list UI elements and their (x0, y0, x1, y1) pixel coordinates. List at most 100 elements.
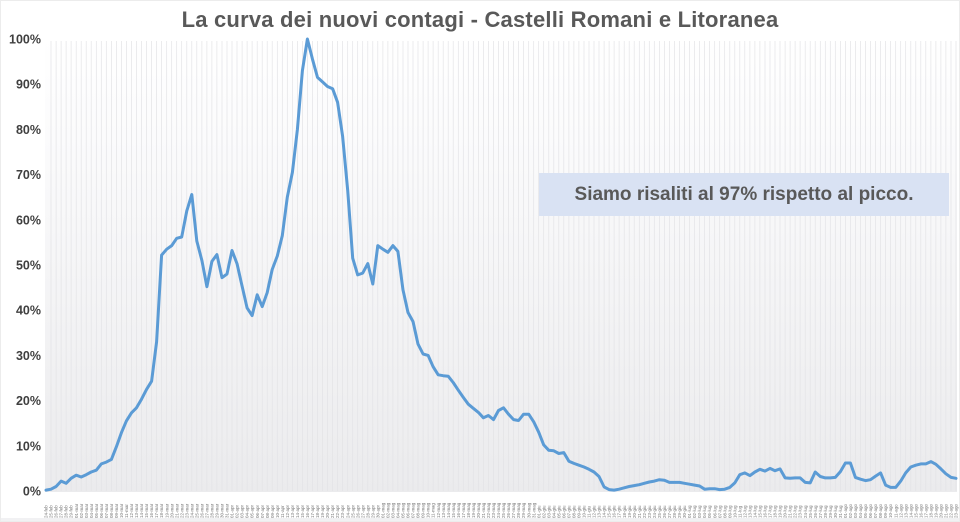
x-tick-label: 19-apr (320, 504, 325, 518)
x-tick-label: 13-mar (134, 503, 139, 518)
x-tick-label: 24-mar (189, 503, 194, 518)
x-tick-label: 14-ago (908, 503, 913, 518)
x-tick-label: 05-mag (401, 502, 406, 518)
x-tick-label: 15-apr (300, 504, 305, 518)
x-tick-label: 06-giu (561, 505, 566, 518)
x-tick-label: 31-mar (225, 503, 230, 518)
x-tick-label: 01-mag (381, 502, 386, 518)
x-tick-label: 03-lug (697, 505, 702, 518)
x-tick-label: 07-apr (260, 504, 265, 518)
x-tick-label: 29-giu (677, 505, 682, 518)
x-tick-label: 11-mar (124, 504, 129, 518)
x-tick-label: 14-giu (602, 505, 607, 518)
x-tick-label: 08-mar (109, 503, 114, 518)
x-tick-label: 12-ago (898, 503, 903, 518)
x-tick-label: 26-giu (662, 505, 667, 518)
x-tick-label: 23-giu (647, 505, 652, 518)
x-tick-label: 21-ago (944, 503, 949, 518)
x-tick-label: 08-apr (265, 504, 270, 518)
x-tick-label: 04-giu (551, 505, 556, 518)
x-tick-label: 01-apr (230, 504, 235, 518)
x-tick-label: 01-ago (843, 503, 848, 518)
y-tick-label: 80% (16, 123, 41, 137)
x-axis-labels: 24-feb 25-feb 26-feb 27-feb 28-feb 29-feb 01-m… (44, 502, 959, 518)
x-tick-label: 06-apr (255, 504, 260, 518)
data-series-line (44, 37, 958, 492)
x-tick-label: 27-giu (667, 505, 672, 518)
bottom-edge-strip (1, 518, 959, 521)
x-tick-label: 14-mar (139, 503, 144, 518)
x-tick-label: 11-ago (893, 504, 898, 518)
x-tick-label: 22-mag (486, 502, 491, 518)
x-tick-label: 17-apr (310, 504, 315, 518)
x-tick-label: 23-lug (798, 505, 803, 518)
x-tick-label: 29-mag (521, 502, 526, 518)
x-tick-label: 05-apr (250, 504, 255, 518)
y-tick-label: 90% (16, 78, 41, 92)
x-tick-label: 01-giu (536, 505, 541, 518)
x-tick-label: 28-lug (823, 505, 828, 518)
y-tick-label: 70% (16, 168, 41, 182)
x-tick-label: 23-apr (340, 504, 345, 518)
chart-title: La curva dei nuovi contagi - Castelli Ro… (181, 7, 779, 32)
annotation-callout: Siamo risaliti al 97% rispetto al picco. (539, 173, 949, 216)
x-tick-label: 06-ago (868, 503, 873, 518)
x-tick-label: 04-mar (89, 503, 94, 518)
x-tick-label: 26-feb (54, 505, 59, 518)
x-tick-label: 02-ago (848, 503, 853, 518)
x-tick-label: 15-lug (758, 505, 763, 518)
x-tick-label: 20-lug (783, 505, 788, 518)
x-tick-label: 01-lug (687, 505, 692, 518)
x-tick-label: 21-apr (330, 504, 335, 518)
x-tick-label: 15-giu (607, 505, 612, 518)
x-tick-label: 31-mag (531, 502, 536, 518)
x-tick-label: 25-feb (49, 505, 54, 518)
x-tick-label: 27-apr (360, 504, 365, 518)
x-tick-label: 07-mag (411, 502, 416, 518)
x-tick-label: 29-mar (215, 503, 220, 518)
x-tick-label: 24-apr (345, 504, 350, 518)
x-tick-label: 10-ago (888, 503, 893, 518)
x-tick-label: 02-apr (235, 504, 240, 518)
x-tick-label: 24-mag (496, 502, 501, 518)
x-tick-label: 19-mag (471, 502, 476, 518)
x-tick-label: 20-mag (476, 502, 481, 518)
x-tick-label: 04-mag (396, 502, 401, 518)
x-tick-label: 08-ago (878, 503, 883, 518)
x-tick-label: 19-ago (934, 503, 939, 518)
x-tick-label: 22-apr (335, 504, 340, 518)
x-tick-label: 05-mar (94, 503, 99, 518)
x-tick-label: 25-apr (350, 504, 355, 518)
x-tick-label: 15-mar (144, 503, 149, 518)
x-tick-label: 13-giu (597, 505, 602, 518)
x-tick-label: 22-giu (642, 505, 647, 518)
x-tick-label: 10-giu (582, 505, 587, 518)
x-tick-label: 09-mar (114, 503, 119, 518)
x-tick-label: 11-mag (431, 503, 436, 518)
x-tick-label: 18-mar (159, 503, 164, 518)
y-tick-label: 60% (16, 213, 41, 227)
x-tick-label: 03-ago (853, 503, 858, 518)
x-tick-label: 04-lug (702, 505, 707, 518)
x-tick-label: 22-ago (949, 503, 954, 518)
x-tick-label: 17-giu (617, 505, 622, 518)
x-tick-label: 10-lug (732, 505, 737, 518)
x-tick-label: 11-apr (280, 505, 285, 518)
x-tick-label: 12-apr (285, 504, 290, 518)
x-tick-label: 13-ago (903, 503, 908, 518)
x-tick-label: 05-lug (707, 505, 712, 518)
x-tick-label: 03-apr (240, 504, 245, 518)
x-tick-label: 07-lug (717, 505, 722, 518)
x-tick-label: 04-ago (858, 503, 863, 518)
x-tick-label: 06-mag (406, 502, 411, 518)
x-tick-label: 12-mar (129, 503, 134, 518)
x-tick-label: 12-lug (742, 505, 747, 518)
x-tick-label: 18-ago (929, 503, 934, 518)
x-tick-label: 23-mag (491, 502, 496, 518)
x-tick-label: 24-giu (652, 505, 657, 518)
x-tick-label: 10-mag (426, 502, 431, 518)
y-tick-label: 10% (16, 439, 41, 453)
x-tick-label: 03-mar (84, 503, 89, 518)
y-tick-label: 30% (16, 349, 41, 363)
x-tick-label: 30-mar (220, 503, 225, 518)
